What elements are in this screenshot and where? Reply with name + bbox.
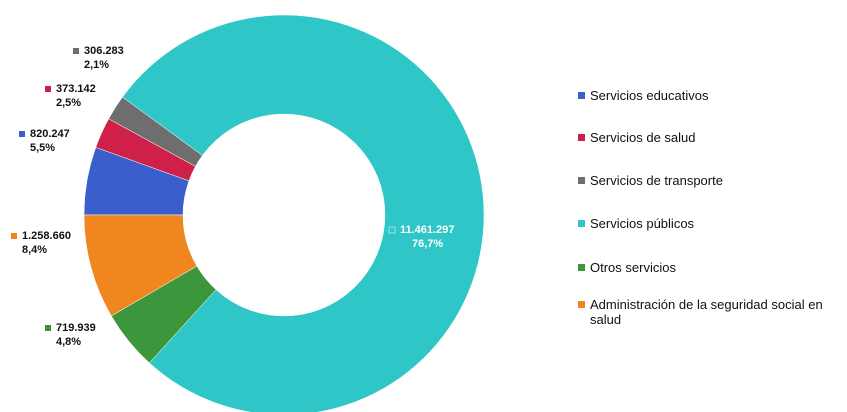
legend-swatch <box>578 92 585 99</box>
legend-swatch <box>578 220 585 227</box>
data-label-percent: 8,4% <box>22 244 47 256</box>
legend-label: Servicios de salud <box>590 130 696 145</box>
legend-item: Administración de la seguridad social en… <box>578 297 843 327</box>
data-label-value: 820.247 <box>30 128 70 140</box>
label-marker <box>19 131 25 137</box>
legend-item: Servicios públicos <box>578 216 843 231</box>
legend-label: Servicios de transporte <box>590 173 723 188</box>
label-marker <box>45 325 51 331</box>
data-label-percent: 76,7% <box>412 238 443 250</box>
legend-item: Servicios de transporte <box>578 173 843 188</box>
legend-label: Otros servicios <box>590 260 676 275</box>
legend-swatch <box>578 177 585 184</box>
data-label-percent: 2,5% <box>56 97 81 109</box>
legend-label: Administración de la seguridad social en… <box>590 297 823 327</box>
legend-swatch <box>578 264 585 271</box>
data-label-value: 373.142 <box>56 83 96 95</box>
legend-item: Servicios de salud <box>578 130 843 145</box>
label-marker <box>45 86 51 92</box>
legend-label: Servicios públicos <box>590 216 695 231</box>
legend-swatch <box>578 301 585 308</box>
label-marker <box>11 233 17 239</box>
legend-item: Servicios educativos <box>578 88 843 103</box>
label-marker <box>388 226 396 234</box>
data-label-value: 1.258.660 <box>22 230 71 242</box>
label-marker <box>73 48 79 54</box>
data-label-percent: 5,5% <box>30 142 55 154</box>
data-label-value: 11.461.297 <box>400 224 454 236</box>
legend-item: Otros servicios <box>578 260 843 275</box>
data-label-value: 306.283 <box>84 45 124 57</box>
legend-label: Servicios educativos <box>590 88 709 103</box>
donut-slice <box>83 214 198 317</box>
data-label-percent: 4,8% <box>56 336 81 348</box>
legend-swatch <box>578 134 585 141</box>
data-label-value: 719.939 <box>56 322 96 334</box>
data-label-percent: 2,1% <box>84 59 109 71</box>
